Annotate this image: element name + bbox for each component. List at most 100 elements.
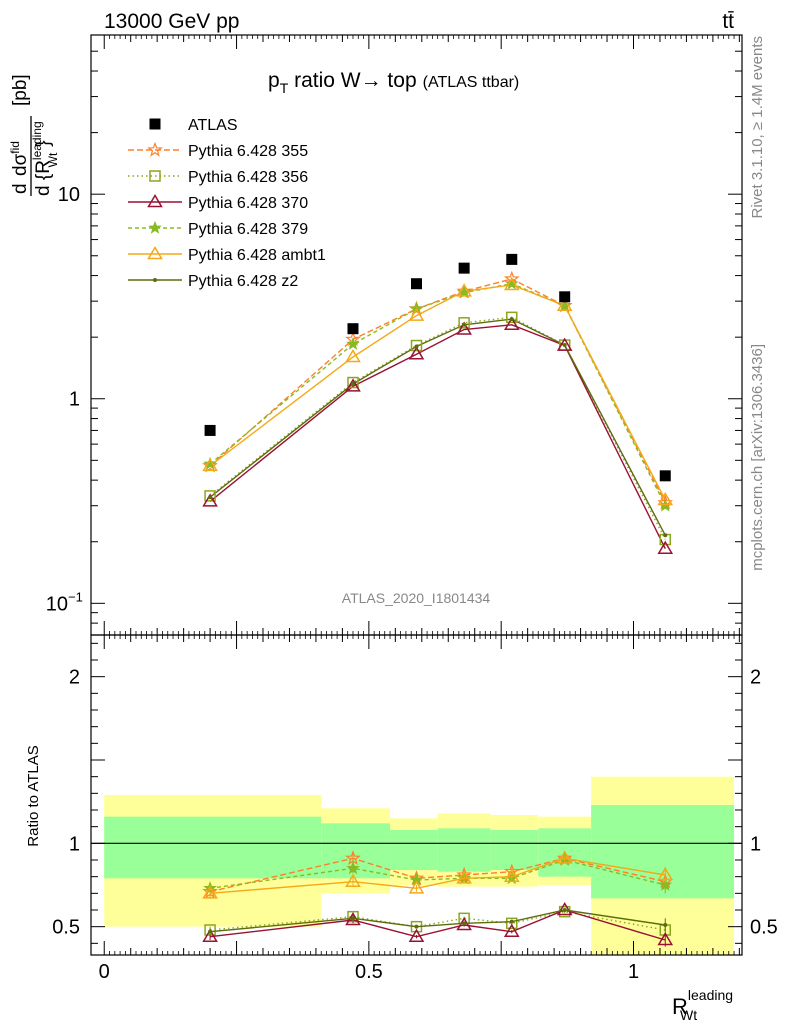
ylabel-numerator: dσfid <box>8 141 31 176</box>
ratio-marker-3-5 <box>556 902 573 916</box>
atlas-point-4 <box>506 253 518 265</box>
title-rest: ratio W <box>288 69 361 92</box>
main-marker-5-0 <box>202 457 218 472</box>
ratio-xtick-label-0: 0 <box>99 961 110 983</box>
ratio-xtick-label-2: 1 <box>628 961 639 983</box>
main-marker-3-1 <box>345 378 361 392</box>
ratio-marker-3-0 <box>202 928 218 942</box>
band-green-2 <box>390 830 438 870</box>
main-marker-3-0 <box>202 493 218 507</box>
main-marker-6-6 <box>663 533 668 538</box>
ratio-marker-6-6 <box>663 923 668 927</box>
ratio-data-layer <box>202 850 674 947</box>
ratio-marker-5-1 <box>345 873 361 887</box>
main-line-4 <box>209 282 666 507</box>
ratio-xtick-label-1: 0.5 <box>355 961 383 983</box>
ratio-marker-5-3 <box>456 870 472 884</box>
legend-label-1: Pythia 6.428 355 <box>188 143 308 160</box>
atlas-point-0 <box>204 424 216 436</box>
main-marker-2-0 <box>204 490 216 502</box>
legend-marker-2 <box>149 170 161 182</box>
ratio-ytick-label-right-2: 2 <box>750 667 761 689</box>
main-marker-3-6 <box>657 540 674 554</box>
ylabel-d-num: d <box>10 183 31 194</box>
legend-label-2: Pythia 6.428 356 <box>188 169 308 186</box>
main-marker-3-3 <box>456 321 472 335</box>
band-green-4 <box>490 830 539 870</box>
atlas-point-1 <box>347 323 359 335</box>
main-line-5 <box>209 284 666 501</box>
main-marker-5-3 <box>456 283 472 297</box>
main-marker-3-4 <box>503 316 520 331</box>
atlas-point-5 <box>559 291 571 303</box>
main-ytick-label-0: 10 <box>46 593 68 615</box>
main-line-2 <box>209 316 666 540</box>
main-ytick-label-1: 1 <box>69 389 80 411</box>
ratio-ytick-label-right-0: 0.5 <box>750 917 778 939</box>
main-ytick-sup-0: −1 <box>68 589 83 604</box>
ratio-marker-3-2 <box>408 928 425 942</box>
atlas-point-6 <box>659 470 671 482</box>
main-marker-2-1 <box>347 376 359 389</box>
main-marker-2-3 <box>458 317 470 329</box>
legend-marker-6 <box>153 278 157 282</box>
legend-label-0: ATLAS <box>188 117 238 134</box>
ratio-ytick-label-left-2: 2 <box>69 667 80 689</box>
ratio-y-axis-label: Ratio to ATLAS <box>25 745 42 846</box>
main-line-1 <box>209 278 666 504</box>
ratio-ytick-label-left-1: 1 <box>69 833 80 855</box>
atlas-point-2 <box>411 278 422 290</box>
main-data-layer <box>202 253 674 554</box>
ratio-marker-5-6 <box>657 867 674 881</box>
atlas-point-3 <box>458 262 470 274</box>
main-marker-1-0 <box>202 457 218 473</box>
legend-marker-3 <box>147 194 163 208</box>
main-marker-2-2 <box>410 339 423 352</box>
ylabel-denominator: d {Rleading Wt} <box>30 121 60 196</box>
ratio-marker-6-4 <box>509 919 514 924</box>
main-y-axis-label: d dσfid d {Rleading Wt} [pb] <box>8 74 60 196</box>
ratio-marker-3-6 <box>657 932 674 946</box>
ratio-marker-6-1 <box>350 916 355 921</box>
main-marker-4-0 <box>203 456 217 470</box>
main-marker-6-2 <box>414 344 419 349</box>
title-arrow: → <box>361 69 382 92</box>
main-marker-4-5 <box>557 298 572 312</box>
ratio-marker-5-0 <box>202 885 218 899</box>
mcplots-label: mcplots.cern.ch [arXiv:1306.3436] <box>749 344 766 571</box>
main-marker-6-1 <box>350 382 355 387</box>
ratio-marker-2-4 <box>506 917 518 930</box>
ratio-marker-4-1 <box>346 861 360 875</box>
ratio-marker-4-6 <box>658 877 673 891</box>
legend: ATLAS Pythia 6.428 355 Pythia 6.428 356 Pyt… <box>128 117 326 290</box>
ratio-marker-1-1 <box>345 850 361 865</box>
legend-label-6: Pythia 6.428 z2 <box>188 273 298 290</box>
main-marker-5-1 <box>345 349 361 363</box>
main-marker-4-1 <box>346 336 360 350</box>
title-p: p <box>268 69 280 92</box>
ylabel-unit: [pb] <box>10 74 31 106</box>
analysis-watermark: ATLAS_2020_I1801434 <box>342 590 491 606</box>
main-line-6 <box>209 318 666 536</box>
main-ytick-label-2: 10 <box>58 184 80 206</box>
legend-label-5: Pythia 6.428 ambt1 <box>188 247 326 264</box>
ratio-panel: 0.5 0.5 1 1 2 2 0 0.5 1 Ratio to ATLAS Rleading W… <box>25 634 778 1023</box>
legend-marker-1 <box>147 141 163 157</box>
legend-label-3: Pythia 6.428 370 <box>188 195 308 212</box>
main-marker-3-2 <box>408 346 425 360</box>
title-small: (ATLAS ttbar) <box>423 74 520 91</box>
main-marker-6-4 <box>509 317 514 322</box>
main-marker-4-4 <box>504 276 519 290</box>
ratio-marker-6-2 <box>414 924 419 929</box>
ratio-marker-6-3 <box>462 921 467 926</box>
main-marker-6-5 <box>562 343 567 348</box>
main-marker-6-3 <box>462 322 467 327</box>
ratio-x-axis-label: Rleading Wt <box>672 987 733 1023</box>
ratio-marker-5-2 <box>408 880 425 894</box>
title-top: top <box>382 69 417 92</box>
main-marker-6-0 <box>208 495 213 500</box>
title-sub: T <box>280 80 289 96</box>
legend-label-4: Pythia 6.428 379 <box>188 221 308 238</box>
ratio-marker-6-0 <box>208 929 213 934</box>
